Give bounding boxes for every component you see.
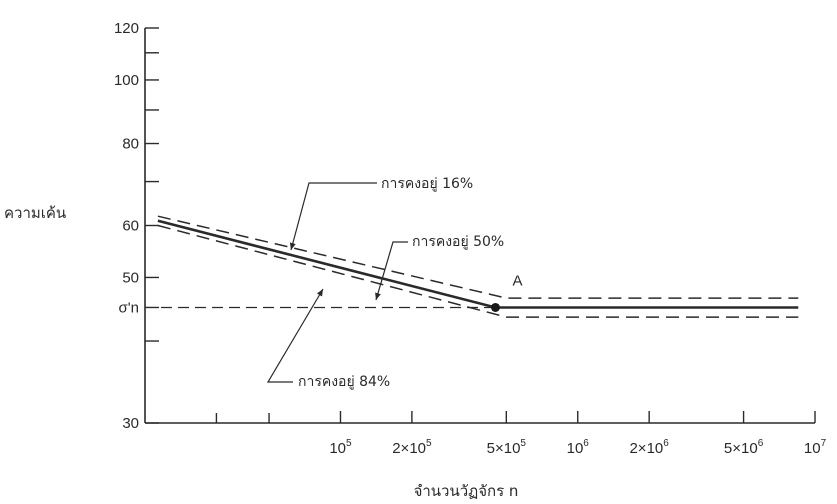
x-tick-label: 5×105: [487, 438, 527, 457]
y-axis-ticks: 120 100 80 60 50 σ'n 30: [114, 20, 159, 432]
y-tick-label: 50: [122, 269, 139, 286]
x-axis-title: จำนวนวัฏจักร n: [414, 482, 519, 500]
y-axis-title: ความเค้น: [4, 204, 66, 222]
y-tick-label: 100: [114, 72, 139, 89]
x-tick-label: 5×106: [724, 438, 764, 457]
y-tick-label: 120: [114, 20, 139, 37]
series-annotation-label: การคงอยู่ 16%: [381, 176, 473, 192]
series-annotations: A การคงอยู่ 16% การคงอยู่ 50% การคงอยู่ 84%: [266, 176, 522, 390]
x-tick-label: 106: [567, 438, 590, 457]
chart-axes: [144, 28, 815, 424]
x-tick-label: 107: [804, 438, 827, 457]
series-annotation-label: การคงอยู่ 50%: [412, 234, 504, 250]
y-tick-label: 30: [122, 415, 139, 432]
x-tick-label: 2×105: [392, 438, 432, 457]
series-annotation-leader: [289, 182, 377, 251]
y-tick-label: 80: [122, 136, 139, 153]
series-annotation-label: การคงอยู่ 84%: [298, 374, 390, 390]
x-tick-label: 2×106: [629, 438, 669, 457]
y-tick-label: 60: [122, 218, 139, 235]
point-a-marker: [490, 302, 500, 312]
x-axis-ticks: 105 2×105 5×105 106 2×106 5×106 107: [215, 411, 827, 457]
y-tick-label: σ'n: [119, 299, 139, 316]
series-lines: [157, 215, 799, 318]
series-line-1: [157, 215, 799, 299]
series-annotation-leader: [266, 288, 324, 383]
x-tick-label: 105: [329, 438, 352, 457]
series-annotation-leader: [375, 241, 408, 301]
series-line-3: [157, 224, 799, 318]
point-a-label: A: [512, 272, 522, 289]
